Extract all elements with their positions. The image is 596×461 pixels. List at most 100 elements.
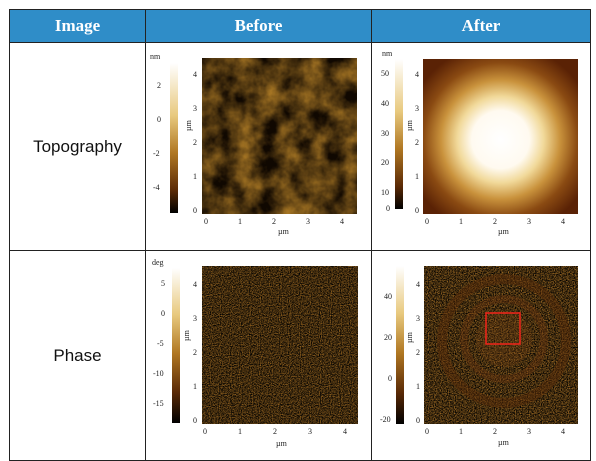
x-tick: 0 <box>425 427 429 436</box>
y-tick: 3 <box>415 104 419 113</box>
x-tick: 1 <box>459 427 463 436</box>
x-axis-unit: µm <box>498 227 510 236</box>
colorbar-tick: -4 <box>153 183 160 192</box>
x-tick: 1 <box>238 427 242 436</box>
y-tick: 4 <box>416 280 420 289</box>
inner-ring <box>460 295 548 383</box>
colorbar-tick: 50 <box>381 69 389 78</box>
x-axis: 0 1 2 3 4 µm <box>204 217 344 236</box>
y-axis: 0 1 2 3 4 µm <box>184 70 197 215</box>
y-axis-unit: µm <box>405 331 414 343</box>
colorbar-tick: 0 <box>386 204 390 213</box>
x-axis: 0 1 2 3 4 µm <box>425 427 565 447</box>
x-axis: 0 1 2 3 4 µm <box>425 217 565 236</box>
x-tick: 0 <box>204 217 208 226</box>
y-axis-unit: µm <box>405 119 414 131</box>
y-tick: 1 <box>193 172 197 181</box>
y-tick: 4 <box>193 70 197 79</box>
colorbar-unit: nm <box>382 49 393 58</box>
y-tick: 1 <box>415 172 419 181</box>
x-tick: 2 <box>273 427 277 436</box>
y-tick: 2 <box>193 138 197 147</box>
x-tick: 1 <box>238 217 242 226</box>
topography-after-map <box>423 59 578 214</box>
x-tick: 1 <box>459 217 463 226</box>
y-tick: 0 <box>193 206 197 215</box>
colorbar-tick: 30 <box>381 129 389 138</box>
x-tick: 4 <box>561 427 565 436</box>
colorbar-tick: -15 <box>153 399 164 408</box>
colorbar-tick: 20 <box>384 333 392 342</box>
header-before: Before <box>145 9 372 43</box>
y-tick: 1 <box>193 382 197 391</box>
colorbar-tick: -10 <box>153 369 164 378</box>
y-tick: 4 <box>415 70 419 79</box>
y-axis-unit: µm <box>182 329 191 341</box>
colorbar-tick: 40 <box>381 99 389 108</box>
x-tick: 4 <box>561 217 565 226</box>
colorbar-tick: -5 <box>157 339 164 348</box>
y-tick: 2 <box>193 348 197 357</box>
y-tick: 0 <box>193 416 197 425</box>
colorbar-tick: 20 <box>381 158 389 167</box>
topography-before-image: nm 2 0 -2 -4 0 1 2 3 4 µm 0 <box>150 52 357 236</box>
colorbar-unit: deg <box>152 258 164 267</box>
colorbar-tick: -20 <box>380 415 391 424</box>
y-axis: 0 1 2 3 4 µm <box>405 280 420 425</box>
x-tick: 0 <box>203 427 207 436</box>
phase-before-cell: deg 5 0 -5 -10 -15 0 1 2 3 4 µm 0 <box>145 250 372 461</box>
colorbar-tick: 40 <box>384 292 392 301</box>
colorbar <box>172 268 180 423</box>
x-tick: 3 <box>527 217 531 226</box>
row-label-topography: Topography <box>9 42 146 251</box>
x-axis: 0 1 2 3 4 µm <box>203 427 347 448</box>
y-tick: 3 <box>193 104 197 113</box>
y-axis: 0 1 2 3 4 µm <box>182 280 197 425</box>
y-tick: 0 <box>415 206 419 215</box>
outer-ring <box>437 274 571 408</box>
header-after: After <box>371 9 591 43</box>
colorbar-tick: 5 <box>161 279 165 288</box>
colorbar-tick: 10 <box>381 188 389 197</box>
x-axis-unit: µm <box>498 438 510 447</box>
phase-after-image: 40 20 0 -20 0 1 2 3 4 µm <box>380 266 578 447</box>
x-tick: 3 <box>308 427 312 436</box>
colorbar-tick: 0 <box>157 115 161 124</box>
colorbar-tick: 2 <box>157 81 161 90</box>
y-tick: 1 <box>416 382 420 391</box>
row-label-phase: Phase <box>9 250 146 461</box>
y-tick: 2 <box>416 348 420 357</box>
x-tick: 2 <box>493 217 497 226</box>
x-tick: 3 <box>306 217 310 226</box>
x-tick: 2 <box>493 427 497 436</box>
y-tick: 4 <box>193 280 197 289</box>
header-image: Image <box>9 9 146 43</box>
comparison-table: Image Before After Topography nm <box>9 9 591 461</box>
x-tick: 0 <box>425 217 429 226</box>
x-tick: 4 <box>343 427 347 436</box>
y-axis: 0 1 2 3 4 µm <box>405 70 419 215</box>
topography-after-cell: nm 50 40 30 20 10 0 0 1 2 3 4 µm 0 <box>371 42 591 251</box>
y-tick: 3 <box>193 314 197 323</box>
colorbar-tick: 0 <box>388 374 392 383</box>
topography-after-image: nm 50 40 30 20 10 0 0 1 2 3 4 µm 0 <box>381 49 578 236</box>
topography-before-cell: nm 2 0 -2 -4 0 1 2 3 4 µm 0 <box>145 42 372 251</box>
y-tick: 0 <box>416 416 420 425</box>
x-axis-unit: µm <box>276 439 288 448</box>
y-tick: 2 <box>415 138 419 147</box>
colorbar-tick: 0 <box>161 309 165 318</box>
colorbar <box>170 63 178 213</box>
x-tick: 4 <box>340 217 344 226</box>
x-tick: 3 <box>527 427 531 436</box>
colorbar <box>395 59 403 209</box>
x-tick: 2 <box>272 217 276 226</box>
phase-after-cell: 40 20 0 -20 0 1 2 3 4 µm <box>371 250 591 461</box>
colorbar-unit: nm <box>150 52 161 61</box>
y-axis-unit: µm <box>184 119 193 131</box>
colorbar-tick: -2 <box>153 149 160 158</box>
y-tick: 3 <box>416 314 420 323</box>
phase-before-image: deg 5 0 -5 -10 -15 0 1 2 3 4 µm 0 <box>152 258 358 448</box>
colorbar <box>396 266 404 424</box>
highlight-box <box>485 312 521 345</box>
x-axis-unit: µm <box>278 227 290 236</box>
